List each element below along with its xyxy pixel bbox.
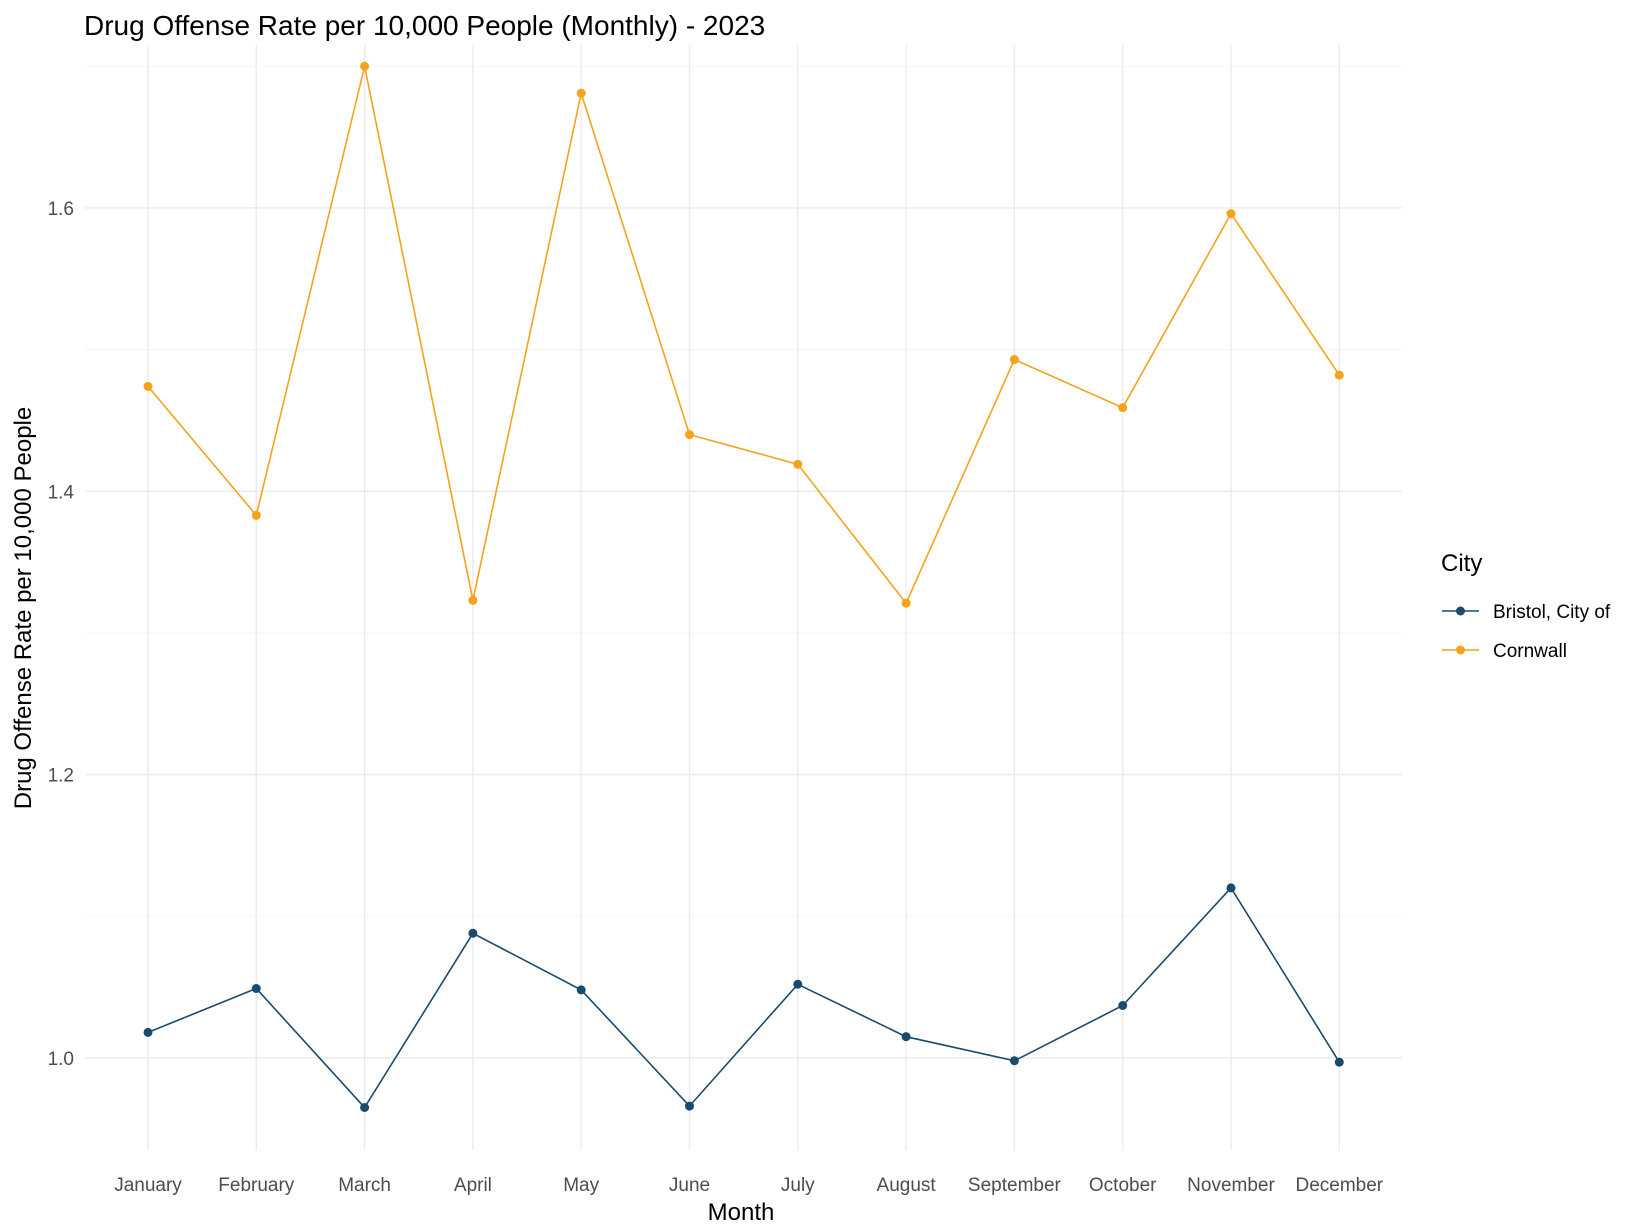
series-line (147, 66, 1340, 605)
chart-title: Drug Offense Rate per 10,000 People (Mon… (84, 10, 765, 41)
legend-label: Cornwall (1493, 641, 1567, 662)
data-point (360, 1103, 370, 1112)
data-point (1334, 1057, 1344, 1067)
x-tick-label: December (1295, 1175, 1383, 1196)
legend-title: City (1441, 550, 1482, 577)
legend: City Bristol, City of Cornwall (1441, 550, 1611, 662)
x-tick-label: April (454, 1175, 492, 1196)
x-tick-label: August (877, 1175, 937, 1196)
y-tick-label: 1.2 (48, 766, 74, 787)
data-point (685, 430, 694, 440)
y-tick-label: 1.6 (48, 199, 74, 220)
x-tick-labels: January February March April May June July Augu… (114, 1175, 1384, 1196)
data-point (1009, 1056, 1019, 1066)
x-tick-label: March (338, 1175, 391, 1196)
y-tick-label: 1.4 (48, 482, 75, 503)
x-axis-title: Month (708, 1199, 775, 1225)
legend-label: Bristol, City of (1493, 602, 1611, 623)
data-point (1226, 883, 1236, 893)
data-point (360, 61, 370, 71)
x-tick-label: July (781, 1175, 815, 1196)
data-point (143, 381, 153, 391)
data-point (576, 985, 586, 995)
x-tick-label: November (1187, 1175, 1275, 1196)
data-point (901, 1032, 911, 1042)
x-tick-label: May (563, 1175, 599, 1196)
grid (85, 45, 1402, 1150)
data-point (251, 984, 261, 993)
data-point (251, 510, 261, 520)
data-point (468, 928, 478, 938)
y-axis-title: Drug Offense Rate per 10,000 People (10, 407, 37, 810)
x-tick-label: June (669, 1175, 710, 1196)
data-point (1226, 209, 1236, 219)
series-layer (143, 61, 1344, 1112)
y-tick-label: 1.0 (48, 1049, 74, 1070)
legend-key-point (1456, 606, 1465, 616)
data-point (468, 595, 478, 605)
series-line (147, 886, 1340, 1109)
data-point (576, 88, 586, 98)
x-tick-label: October (1089, 1175, 1157, 1196)
data-point (901, 598, 911, 608)
data-point (793, 459, 803, 469)
x-tick-label: January (114, 1175, 182, 1196)
data-point (1118, 1001, 1128, 1010)
data-point (793, 979, 803, 989)
data-point (685, 1101, 694, 1111)
data-point (1118, 403, 1128, 413)
series-bristol-city-of (143, 883, 1344, 1112)
series-cornwall (143, 61, 1344, 608)
data-point (143, 1027, 153, 1037)
x-tick-label: February (218, 1175, 295, 1196)
data-point (1009, 355, 1019, 364)
y-tick-labels: 1.0 1.2 1.4 1.6 (48, 199, 75, 1070)
x-tick-label: September (968, 1175, 1062, 1196)
legend-key-point (1456, 645, 1465, 655)
data-point (1334, 370, 1344, 380)
